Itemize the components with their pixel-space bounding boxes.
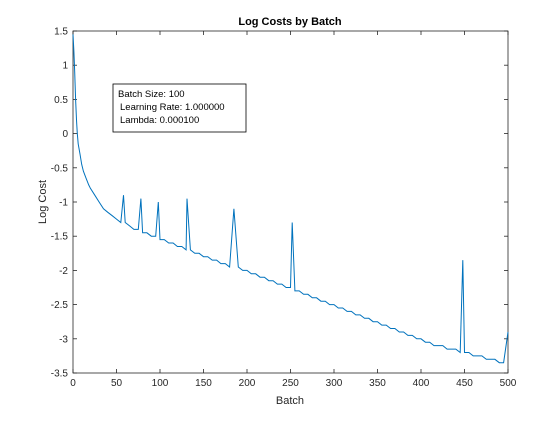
plot-area (72, 30, 509, 374)
x-tick-label: 350 (369, 378, 386, 389)
x-tick-label: 100 (152, 378, 169, 389)
annotation-box: Batch Size: 100 Learning Rate: 1.000000 … (112, 83, 247, 133)
x-tick-label: 50 (111, 378, 123, 389)
y-axis-ticks: -3.5 -3 -2.5 -2 -1.5 -1 -0.5 0 0.5 1 1.5 (51, 27, 508, 380)
y-tick-label: 0.5 (54, 95, 68, 106)
annotation-line-learning-rate: Learning Rate: 1.000000 (120, 102, 225, 113)
annotation-border (112, 83, 247, 133)
series-line (72, 34, 509, 364)
y-tick-label: -3 (59, 334, 68, 345)
x-tick-label: 0 (70, 378, 76, 389)
y-axis-label: Log Cost (37, 180, 49, 224)
y-tick-label: -1.5 (51, 232, 69, 243)
x-tick-label: 250 (282, 378, 299, 389)
x-tick-label: 500 (500, 378, 517, 389)
chart-title: Log Costs by Batch (238, 16, 342, 28)
y-tick-label: 1.5 (54, 27, 68, 38)
y-tick-label: 0 (62, 129, 68, 140)
y-tick-label: -0.5 (51, 163, 69, 174)
x-tick-label: 150 (195, 378, 212, 389)
annotation-line-batch-size: Batch Size: 100 (118, 89, 185, 100)
x-tick-label: 200 (239, 378, 256, 389)
y-tick-label: -3.5 (51, 369, 69, 380)
x-tick-label: 400 (413, 378, 430, 389)
y-tick-label: 1 (62, 61, 68, 72)
y-tick-label: -2 (59, 266, 68, 277)
y-tick-label: -2.5 (51, 300, 69, 311)
y-tick-label: -1 (59, 198, 68, 209)
x-axis-label: Batch (276, 395, 304, 407)
x-tick-label: 450 (456, 378, 473, 389)
annotation-line-lambda: Lambda: 0.000100 (120, 115, 199, 126)
x-tick-label: 300 (326, 378, 343, 389)
x-axis-ticks: 0 50 100 150 200 250 300 350 400 450 500 (70, 31, 517, 389)
